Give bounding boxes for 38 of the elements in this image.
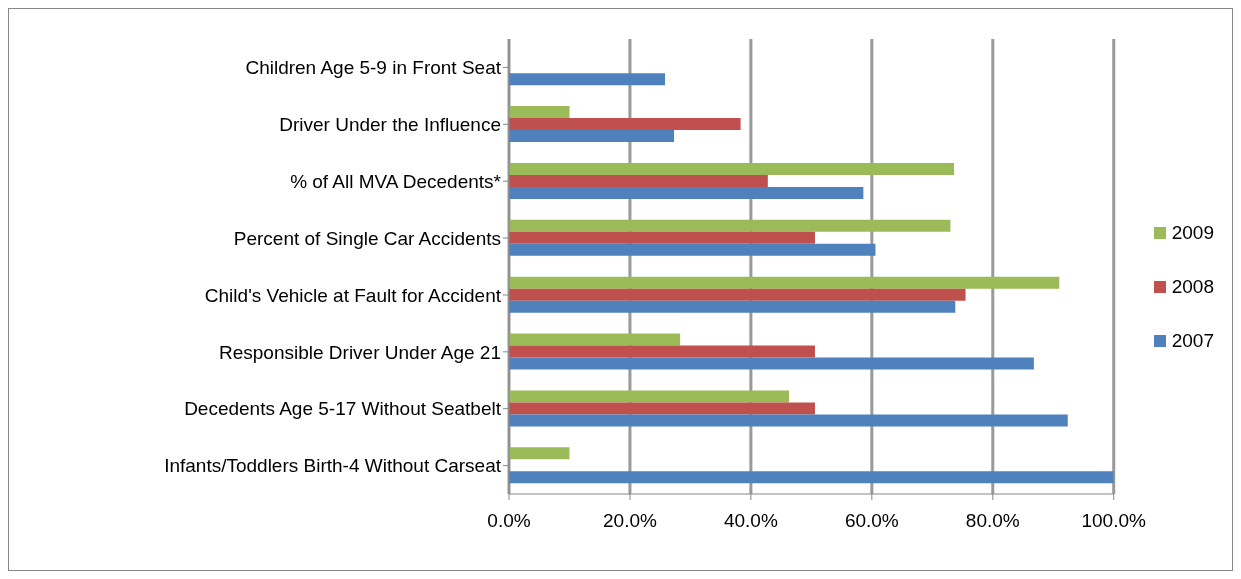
bar xyxy=(509,130,675,143)
legend-label: 2007 xyxy=(1171,328,1214,353)
bar xyxy=(509,288,966,301)
bar xyxy=(509,357,1034,370)
bar xyxy=(509,106,570,119)
bar xyxy=(509,243,876,256)
x-tick-label: 40.0% xyxy=(723,510,778,532)
bar xyxy=(509,174,768,187)
x-tick-label: 60.0% xyxy=(844,510,899,532)
legend-label: 2009 xyxy=(1171,220,1214,245)
bar xyxy=(509,186,864,199)
y-tick-label: Decedents Age 5-17 Without Seatbelt xyxy=(184,398,502,420)
bar xyxy=(509,118,741,131)
bar xyxy=(509,300,956,313)
y-tick-label: Infants/Toddlers Birth-4 Without Carseat xyxy=(164,455,502,477)
y-tick-label: Percent of Single Car Accidents xyxy=(233,227,501,249)
bar xyxy=(509,276,1060,289)
bar xyxy=(509,219,951,232)
y-tick-label: Driver Under the Influence xyxy=(279,114,501,136)
bar xyxy=(509,447,570,460)
bar xyxy=(509,73,666,86)
y-tick-label: Child's Vehicle at Fault for Accident xyxy=(204,284,502,306)
bar xyxy=(509,345,815,358)
bar xyxy=(509,414,1068,427)
bar xyxy=(509,471,1114,484)
bar xyxy=(509,390,789,403)
x-tick-label: 80.0% xyxy=(965,510,1020,532)
x-tick-label: 20.0% xyxy=(603,510,657,532)
bar xyxy=(509,231,815,244)
bar xyxy=(509,402,815,415)
x-tick-label: 100.0% xyxy=(1081,510,1147,532)
y-tick-label: Children Age 5-9 in Front Seat xyxy=(245,57,502,79)
x-tick-label: 0.0% xyxy=(487,510,531,532)
bar xyxy=(509,162,955,175)
legend-label: 2008 xyxy=(1171,274,1214,299)
bar xyxy=(509,333,681,346)
y-tick-label: % of All MVA Decedents* xyxy=(290,170,502,192)
y-tick-label: Responsible Driver Under Age 21 xyxy=(219,341,501,363)
